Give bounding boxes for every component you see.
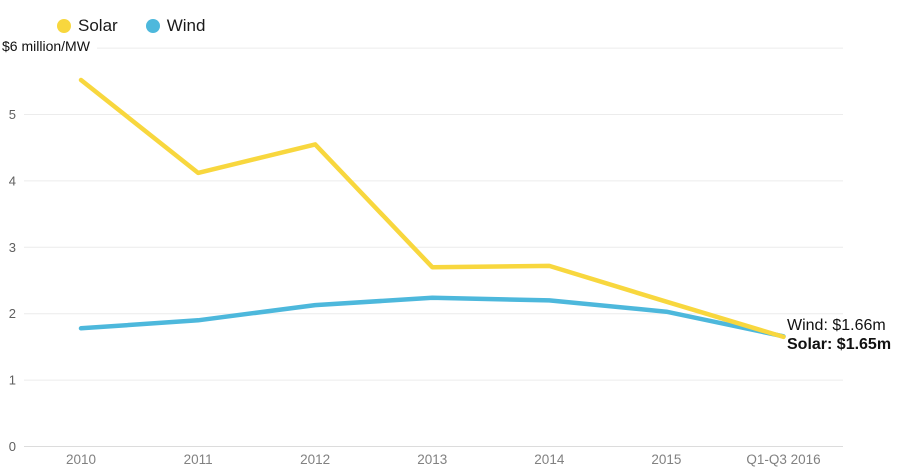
- wind-end-value-label: Wind: $1.66m: [787, 317, 886, 334]
- y-axis-tick-1: 1: [9, 373, 16, 388]
- x-axis-tick-2: 2012: [300, 452, 330, 467]
- y-axis-tick-3: 3: [9, 240, 16, 255]
- x-axis-tick-4: 2014: [534, 452, 565, 467]
- y-axis-tick-2: 2: [9, 306, 16, 321]
- x-axis-tick-1: 2011: [184, 452, 213, 467]
- x-axis-tick-5: 2015: [651, 452, 681, 467]
- solar-end-value-label: Solar: $1.65m: [787, 336, 892, 353]
- y-axis-tick-0: 0: [9, 439, 16, 454]
- series-end-labels: Wind: $1.66m Solar: $1.65m: [787, 316, 891, 354]
- legend-item-wind[interactable]: Wind: [145, 16, 206, 35]
- x-axis-tick-0: 2010: [66, 452, 96, 467]
- chart-legend: Solar Wind: [57, 17, 205, 35]
- x-axis-tick-6: Q1-Q3 2016: [746, 452, 820, 467]
- x-axis-tick-3: 2013: [417, 452, 447, 467]
- legend-label-wind: Wind: [166, 16, 206, 35]
- y-axis-unit-label: $6 million/MW: [2, 38, 95, 54]
- wind-legend-dot-icon: [145, 19, 160, 33]
- solar-legend-dot-icon: [57, 19, 71, 33]
- y-axis-tick-4: 4: [9, 173, 16, 188]
- legend-item-solar[interactable]: Solar: [57, 17, 118, 35]
- wind-series-line[interactable]: [78, 295, 786, 339]
- legend-label-solar: Solar: [78, 16, 118, 35]
- y-axis-tick-5: 5: [9, 107, 16, 122]
- solar-series-line[interactable]: [78, 77, 786, 340]
